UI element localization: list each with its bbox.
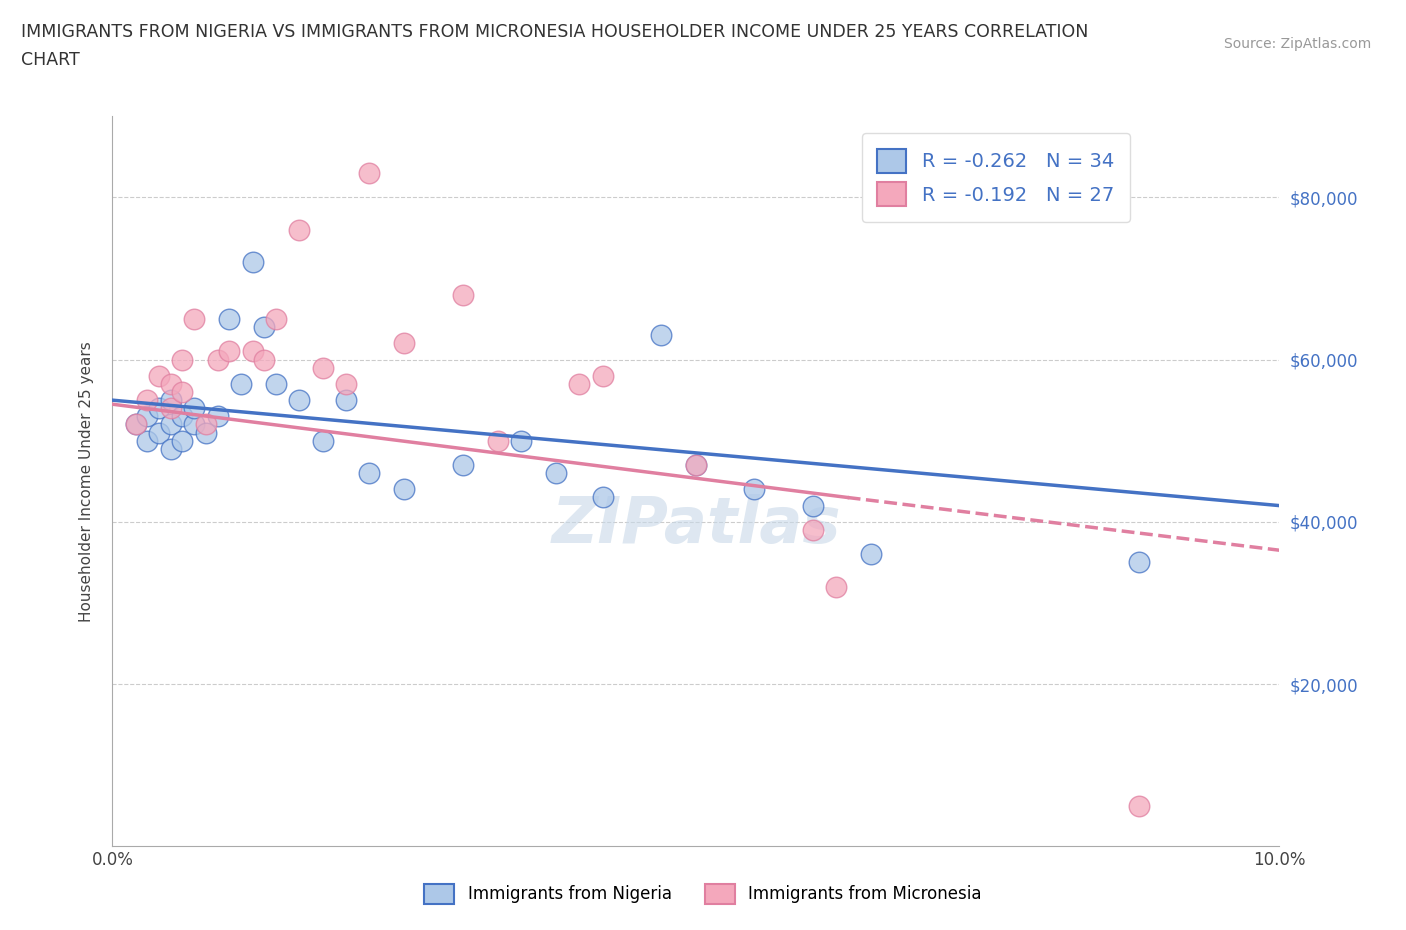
Point — [1128, 555, 1150, 570]
Point — [194, 417, 217, 432]
Point — [825, 579, 848, 594]
Point — [801, 523, 824, 538]
Text: IMMIGRANTS FROM NIGERIA VS IMMIGRANTS FROM MICRONESIA HOUSEHOLDER INCOME UNDER 2: IMMIGRANTS FROM NIGERIA VS IMMIGRANTS FR… — [21, 23, 1088, 41]
Point — [288, 392, 311, 407]
Point — [394, 336, 416, 351]
Point — [160, 417, 183, 432]
Point — [242, 344, 264, 359]
Point — [742, 482, 765, 497]
Y-axis label: Householder Income Under 25 years: Householder Income Under 25 years — [79, 341, 94, 621]
Point — [264, 377, 287, 392]
Point — [253, 352, 276, 367]
Text: Source: ZipAtlas.com: Source: ZipAtlas.com — [1223, 37, 1371, 51]
Point — [194, 425, 217, 440]
Point — [685, 458, 707, 472]
Point — [1128, 798, 1150, 813]
Text: ZIPatlas: ZIPatlas — [551, 494, 841, 556]
Point — [242, 255, 264, 270]
Point — [207, 352, 229, 367]
Point — [207, 409, 229, 424]
Legend: Immigrants from Nigeria, Immigrants from Micronesia: Immigrants from Nigeria, Immigrants from… — [416, 875, 990, 912]
Point — [172, 385, 194, 400]
Point — [359, 166, 381, 180]
Point — [486, 433, 509, 448]
Point — [509, 433, 531, 448]
Point — [359, 466, 381, 481]
Point — [650, 328, 672, 343]
Point — [136, 433, 159, 448]
Point — [125, 417, 148, 432]
Point — [592, 490, 614, 505]
Point — [136, 409, 159, 424]
Point — [288, 222, 311, 237]
Point — [451, 287, 474, 302]
Point — [264, 312, 287, 326]
Point — [148, 368, 170, 383]
Point — [183, 401, 205, 416]
Point — [160, 442, 183, 457]
Legend: R = -0.262   N = 34, R = -0.192   N = 27: R = -0.262 N = 34, R = -0.192 N = 27 — [862, 133, 1129, 221]
Point — [172, 352, 194, 367]
Point — [685, 458, 707, 472]
Point — [218, 312, 240, 326]
Point — [160, 392, 183, 407]
Point — [125, 417, 148, 432]
Point — [183, 417, 205, 432]
Point — [183, 312, 205, 326]
Point — [335, 392, 357, 407]
Point — [160, 401, 183, 416]
Point — [172, 409, 194, 424]
Point — [218, 344, 240, 359]
Point — [311, 360, 333, 375]
Point — [544, 466, 567, 481]
Point — [148, 401, 170, 416]
Text: CHART: CHART — [21, 51, 80, 69]
Point — [801, 498, 824, 513]
Point — [335, 377, 357, 392]
Point — [860, 547, 883, 562]
Point — [451, 458, 474, 472]
Point — [136, 392, 159, 407]
Point — [148, 425, 170, 440]
Point — [592, 368, 614, 383]
Point — [172, 433, 194, 448]
Point — [229, 377, 252, 392]
Point — [394, 482, 416, 497]
Point — [568, 377, 591, 392]
Point — [253, 320, 276, 335]
Point — [311, 433, 333, 448]
Point — [160, 377, 183, 392]
